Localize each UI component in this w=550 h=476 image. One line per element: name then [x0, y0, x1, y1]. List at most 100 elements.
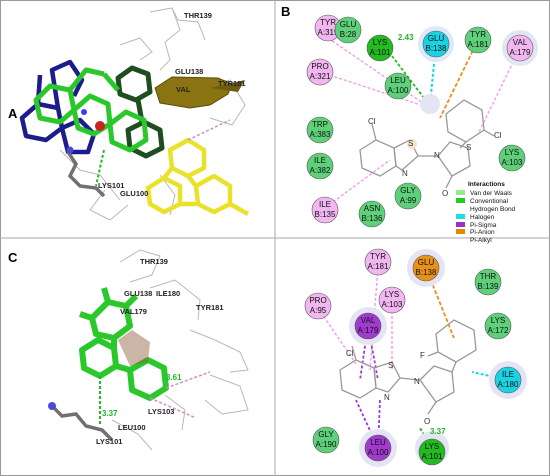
- res-label-lys103-c: LYS103: [148, 407, 174, 416]
- svg-text:A:100: A:100: [368, 448, 389, 457]
- svg-text:LYS: LYS: [385, 290, 400, 299]
- panel-c-protein-wires: [111, 249, 249, 451]
- svg-text:A:179: A:179: [358, 326, 379, 335]
- hbond-distance-b: 2.43: [398, 33, 414, 42]
- svg-text:Halogen: Halogen: [470, 214, 495, 221]
- pi-alkyl-line-c2: [165, 371, 211, 389]
- atom-cl-2: Cl: [494, 131, 502, 140]
- legend-item-hbond: Hydrogen Bond: [470, 206, 516, 213]
- legend: Interactions Van der Waals Conventional …: [456, 181, 516, 244]
- res-label-thr139: THR139: [184, 11, 212, 20]
- atom-n-2: N: [434, 151, 440, 160]
- svg-text:A:99: A:99: [400, 196, 417, 205]
- svg-text:B:138: B:138: [426, 44, 447, 53]
- atom-s-2: S: [466, 143, 471, 152]
- svg-text:ILE: ILE: [314, 156, 326, 165]
- svg-text:A:172: A:172: [488, 326, 509, 335]
- svg-text:ILE: ILE: [319, 200, 331, 209]
- legend-item-conventional: Conventional: [456, 198, 508, 205]
- lys-nitrogen: [66, 146, 74, 154]
- svg-text:LYS: LYS: [425, 442, 440, 451]
- svg-text:ASN: ASN: [364, 204, 381, 213]
- pi-alkyl-line-c: [149, 397, 197, 419]
- svg-text:A:101: A:101: [422, 452, 443, 461]
- svg-text:PRO: PRO: [309, 296, 326, 305]
- svg-text:B:135: B:135: [315, 210, 336, 219]
- res-label-leu100-c: LEU100: [118, 423, 146, 432]
- svg-text:Pi-Anion: Pi-Anion: [470, 229, 495, 236]
- legend-item-vdw: Van der Waals: [456, 190, 513, 197]
- res-label-tyr181: TYR181: [218, 79, 246, 88]
- hbond-distance-d: 3.37: [430, 427, 446, 436]
- svg-text:LYS: LYS: [505, 148, 520, 157]
- dist-label-361-c: 3.61: [166, 373, 182, 382]
- svg-text:A:180: A:180: [498, 380, 519, 389]
- panel-c-label: C: [8, 250, 18, 265]
- svg-text:A:321: A:321: [310, 72, 331, 81]
- svg-text:A:190: A:190: [316, 440, 337, 449]
- res-label-lys101-c: LYS101: [96, 437, 122, 446]
- atom-n-d1: N: [384, 393, 390, 402]
- helix-arrowhead: [210, 80, 245, 92]
- panel-a: A: [8, 7, 250, 221]
- atom-o-d: O: [424, 417, 430, 426]
- svg-text:Pi-Alkyl: Pi-Alkyl: [470, 237, 492, 244]
- svg-text:B:138: B:138: [416, 268, 437, 277]
- svg-text:A:103: A:103: [382, 300, 403, 309]
- panel-a-label: A: [8, 106, 18, 121]
- svg-text:PRO: PRO: [311, 62, 328, 71]
- svg-text:GLU: GLU: [428, 34, 445, 43]
- ligand-2d-d: [339, 319, 477, 415]
- svg-text:A:382: A:382: [310, 166, 331, 175]
- dist-label-337-c: 3.37: [102, 409, 118, 418]
- svg-text:ILE: ILE: [502, 370, 514, 379]
- legend-title: Interactions: [468, 181, 505, 188]
- svg-text:THR: THR: [480, 272, 497, 281]
- lysine-sidechain-c: [50, 404, 114, 442]
- svg-text:A:95: A:95: [310, 306, 327, 315]
- atom-s-1: S: [408, 139, 413, 148]
- pi-surface-c: [118, 330, 150, 366]
- svg-text:B:136: B:136: [362, 214, 383, 223]
- svg-text:LYS: LYS: [491, 316, 506, 325]
- svg-text:TYR: TYR: [470, 30, 486, 39]
- ligand-2d-b: [359, 99, 495, 189]
- svg-text:LYS: LYS: [373, 38, 388, 47]
- res-label-glu100: GLU100: [120, 189, 148, 198]
- atom-s-d: S: [388, 361, 393, 370]
- atom-f-d: F: [420, 351, 425, 360]
- hbond-line-a: [95, 149, 105, 187]
- atom-n-1: N: [402, 169, 408, 178]
- atom-cl-d: Cl: [346, 349, 354, 358]
- svg-text:A:319: A:319: [318, 28, 339, 37]
- svg-text:GLY: GLY: [318, 430, 334, 439]
- svg-text:TYR: TYR: [370, 252, 386, 261]
- svg-text:A:100: A:100: [388, 86, 409, 95]
- res-label-ile180-c: ILE180: [156, 289, 180, 298]
- svg-text:GLU: GLU: [418, 258, 435, 267]
- svg-text:A:181: A:181: [368, 262, 389, 271]
- svg-text:A:101: A:101: [370, 48, 391, 57]
